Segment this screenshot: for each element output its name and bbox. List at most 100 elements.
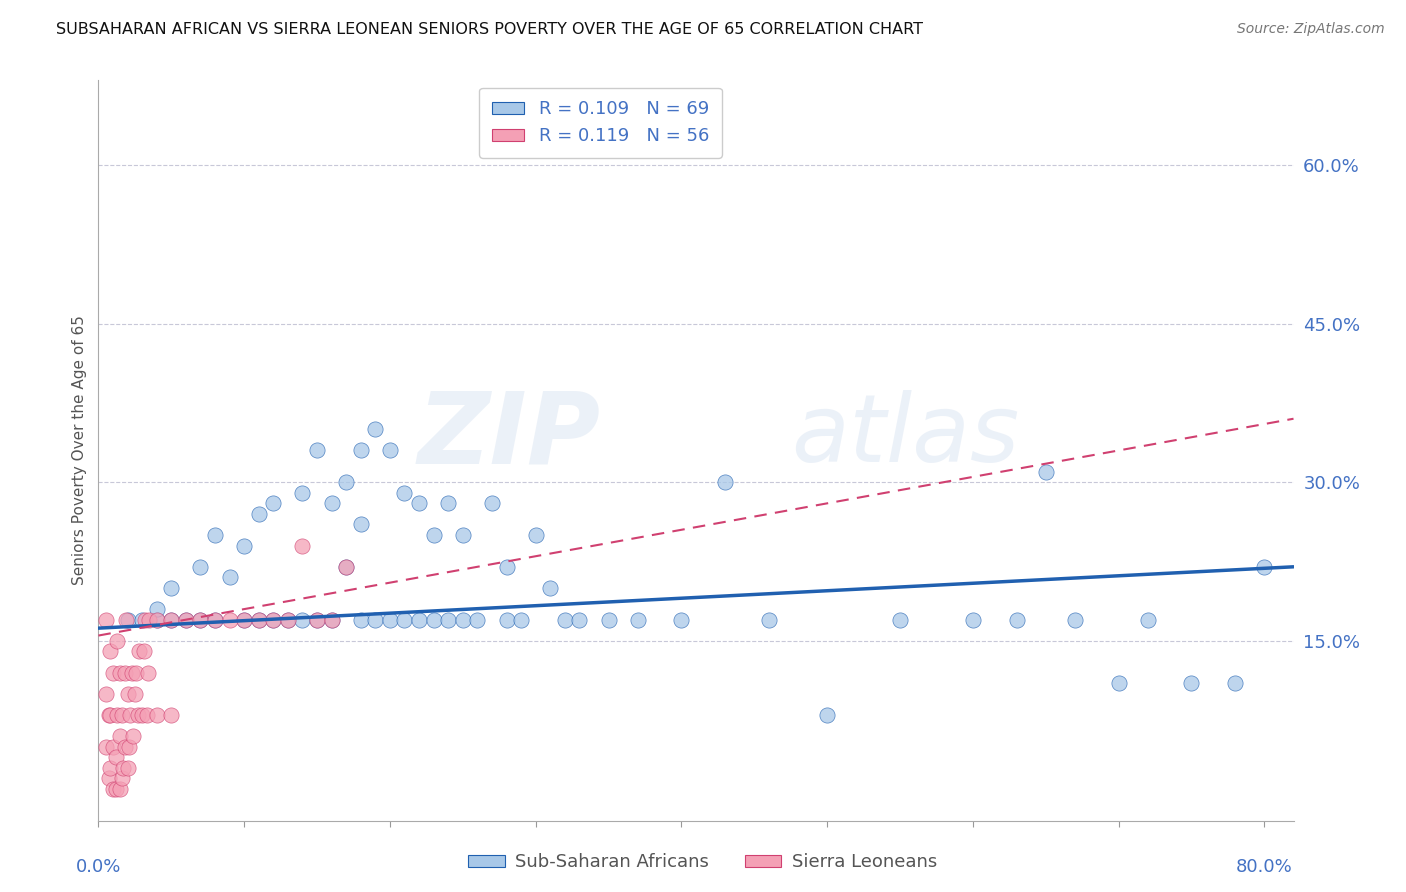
Text: SUBSAHARAN AFRICAN VS SIERRA LEONEAN SENIORS POVERTY OVER THE AGE OF 65 CORRELAT: SUBSAHARAN AFRICAN VS SIERRA LEONEAN SEN…: [56, 22, 924, 37]
Point: [394, 485, 416, 500]
Point: [350, 443, 373, 458]
Point: [204, 613, 226, 627]
Point: [451, 528, 474, 542]
Point: [1225, 676, 1247, 690]
Point: [1180, 676, 1202, 690]
Point: [554, 613, 576, 627]
Point: [1136, 613, 1159, 627]
Point: [145, 613, 167, 627]
Point: [104, 750, 127, 764]
Point: [131, 613, 153, 627]
Point: [247, 613, 270, 627]
Point: [174, 613, 197, 627]
Point: [117, 613, 139, 627]
Point: [262, 613, 284, 627]
Point: [118, 739, 141, 754]
Point: [125, 665, 148, 680]
Point: [98, 644, 121, 658]
Text: 0.0%: 0.0%: [76, 858, 121, 876]
Legend: R = 0.109   N = 69, R = 0.119   N = 56: R = 0.109 N = 69, R = 0.119 N = 56: [479, 87, 721, 158]
Point: [598, 613, 620, 627]
Point: [568, 613, 591, 627]
Point: [408, 613, 430, 627]
Point: [101, 739, 124, 754]
Point: [111, 707, 134, 722]
Point: [1064, 613, 1087, 627]
Point: [408, 496, 430, 510]
Point: [218, 613, 240, 627]
Point: [962, 613, 984, 627]
Point: [262, 496, 284, 510]
Point: [247, 507, 270, 521]
Point: [437, 613, 460, 627]
Point: [122, 729, 145, 743]
Point: [131, 707, 153, 722]
Point: [94, 613, 117, 627]
Point: [160, 707, 183, 722]
Point: [104, 781, 127, 796]
Point: [277, 613, 299, 627]
Point: [451, 613, 474, 627]
Point: [218, 570, 240, 584]
Point: [321, 496, 343, 510]
Point: [101, 665, 124, 680]
Point: [233, 613, 256, 627]
Point: [190, 613, 212, 627]
Point: [128, 644, 150, 658]
Point: [291, 485, 314, 500]
Point: [350, 613, 373, 627]
Point: [538, 581, 561, 595]
Point: [132, 644, 155, 658]
Point: [204, 528, 226, 542]
Point: [145, 602, 167, 616]
Point: [135, 707, 157, 722]
Point: [174, 613, 197, 627]
Point: [136, 665, 159, 680]
Point: [378, 443, 401, 458]
Point: [1108, 676, 1130, 690]
Point: [105, 633, 128, 648]
Point: [98, 707, 121, 722]
Point: [160, 613, 183, 627]
Point: [627, 613, 650, 627]
Point: [101, 781, 124, 796]
Point: [378, 613, 401, 627]
Point: [190, 613, 212, 627]
Point: [889, 613, 911, 627]
Point: [305, 613, 328, 627]
Point: [124, 687, 146, 701]
Point: [114, 665, 136, 680]
Point: [233, 539, 256, 553]
Point: [105, 707, 128, 722]
Point: [160, 581, 183, 595]
Point: [110, 781, 132, 796]
Point: [467, 613, 489, 627]
Point: [121, 665, 143, 680]
Point: [364, 422, 387, 436]
Point: [145, 613, 167, 627]
Point: [1253, 559, 1275, 574]
Point: [291, 539, 314, 553]
Point: [321, 613, 343, 627]
Point: [262, 613, 284, 627]
Point: [481, 496, 503, 510]
Point: [110, 665, 132, 680]
Point: [1005, 613, 1028, 627]
Point: [422, 528, 444, 542]
Point: [671, 613, 693, 627]
Point: [394, 613, 416, 627]
Point: [524, 528, 547, 542]
Point: [97, 772, 120, 786]
Point: [115, 613, 138, 627]
Point: [134, 613, 156, 627]
Point: [277, 613, 299, 627]
Point: [98, 761, 121, 775]
Point: [127, 707, 149, 722]
Point: [111, 772, 134, 786]
Point: [495, 613, 517, 627]
Point: [758, 613, 780, 627]
Point: [437, 496, 460, 510]
Point: [233, 613, 256, 627]
Point: [1035, 465, 1057, 479]
Point: [190, 559, 212, 574]
